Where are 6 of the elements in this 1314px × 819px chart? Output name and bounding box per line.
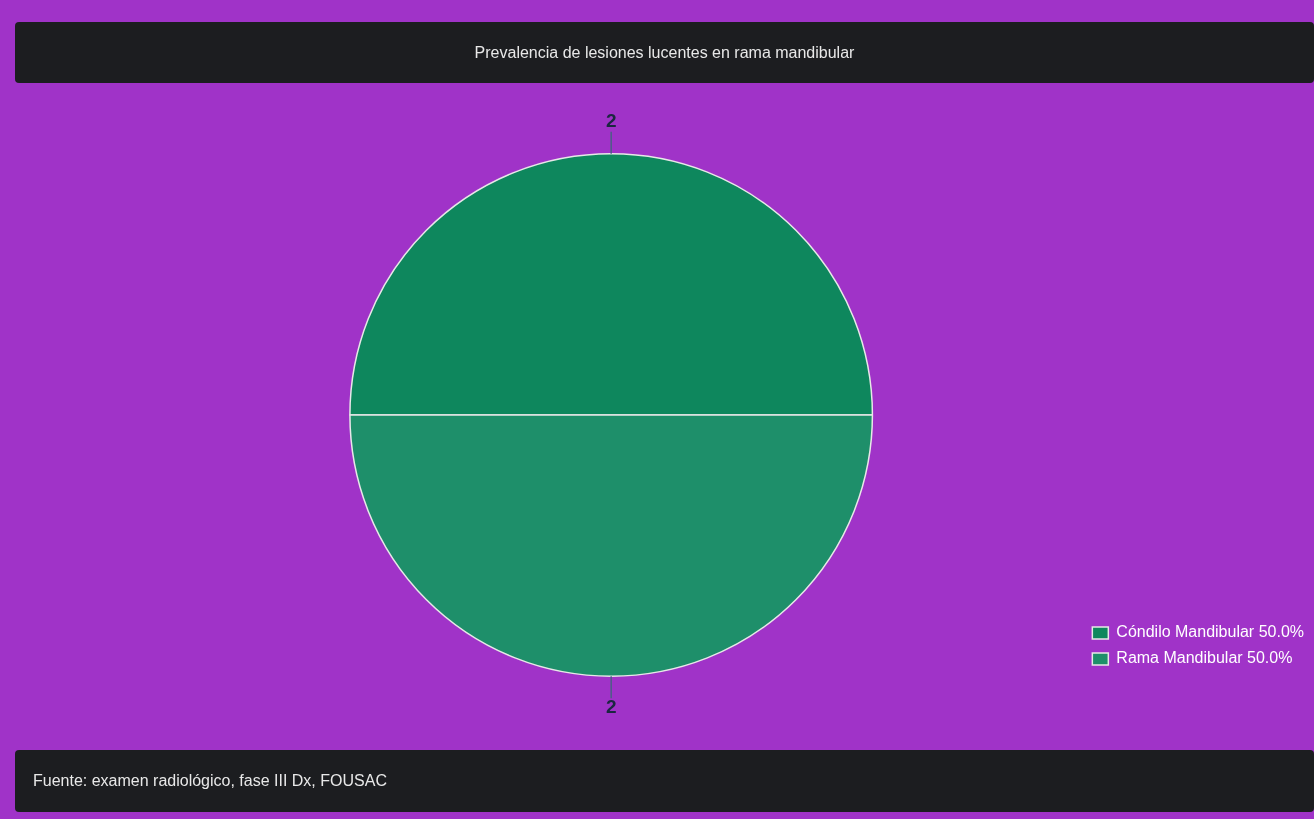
legend-label: Cóndilo Mandibular 50.0%	[1116, 623, 1304, 641]
data-label: 2	[605, 696, 617, 718]
chart-title: Prevalencia de lesiones lucentes en rama mandibular	[15, 22, 1314, 83]
legend-label: Rama Mandibular 50.0%	[1116, 649, 1293, 667]
data-label: 2	[605, 109, 617, 131]
source-note: Fuente: examen radiológico, fase III Dx, FOUSAC	[15, 750, 1314, 812]
